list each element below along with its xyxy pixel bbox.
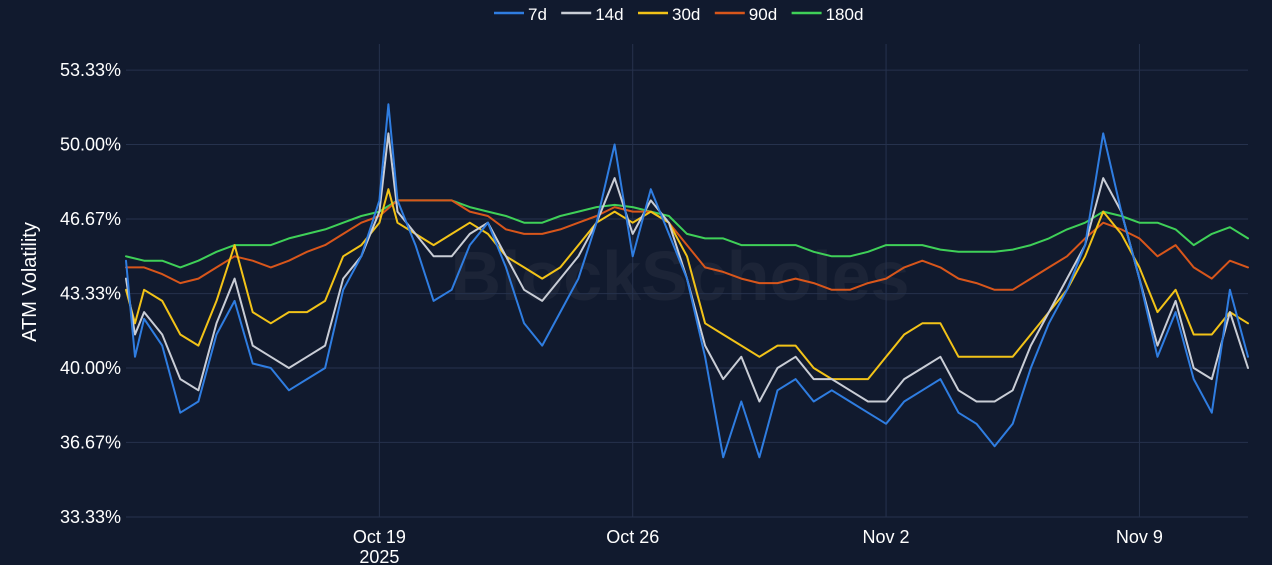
- legend-item-14d[interactable]: 14d: [561, 5, 624, 24]
- legend-item-7d[interactable]: 7d: [494, 5, 547, 24]
- y-tick-label: 40.00%: [60, 358, 121, 378]
- x-tick-label: Nov 9: [1116, 527, 1163, 547]
- legend-item-30d[interactable]: 30d: [638, 5, 700, 24]
- series-line-180d: [125, 199, 1249, 269]
- legend-label: 90d: [749, 5, 777, 24]
- legend[interactable]: 7d 14d 30d 90d 180d: [494, 5, 863, 24]
- y-axis-title: ATM Volatility: [19, 222, 41, 342]
- legend-item-180d[interactable]: 180d: [791, 5, 864, 24]
- y-tick-label: 46.67%: [60, 209, 121, 229]
- x-tick-label: Nov 2: [863, 527, 910, 547]
- legend-label: 14d: [595, 5, 623, 24]
- series-line-7d: [125, 103, 1249, 459]
- series-line-90d: [125, 199, 1249, 291]
- legend-item-90d[interactable]: 90d: [714, 5, 777, 24]
- y-tick-label: 33.33%: [60, 507, 121, 527]
- watermark-text: BlockScholes: [450, 237, 909, 315]
- legend-label: 180d: [826, 5, 864, 24]
- series-line-14d: [125, 132, 1249, 403]
- x-tick-sublabel: 2025: [359, 547, 399, 565]
- x-tick-label: Oct 26: [606, 527, 659, 547]
- grid-lines: [126, 44, 1248, 518]
- y-tick-label: 50.00%: [60, 135, 121, 155]
- y-tick-label: 53.33%: [60, 60, 121, 80]
- legend-label: 7d: [528, 5, 547, 24]
- y-tick-label: 36.67%: [60, 432, 121, 452]
- y-tick-label: 43.33%: [60, 284, 121, 304]
- legend-label: 30d: [672, 5, 700, 24]
- series-lines: [125, 103, 1249, 459]
- x-tick-label: Oct 19: [353, 527, 406, 547]
- y-axis: 33.33% 36.67% 40.00% 43.33% 46.67% 50.00% 53.3…: [60, 60, 121, 527]
